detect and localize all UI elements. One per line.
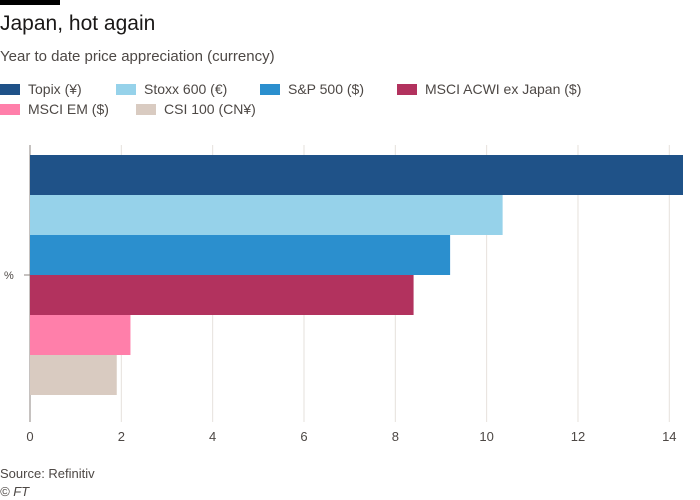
- chart-title: Japan, hot again: [0, 12, 156, 35]
- legend-item-sp-500: S&P 500 ($): [260, 79, 364, 99]
- x-tick-label-10: 10: [479, 429, 493, 444]
- ft-credit: © FT: [0, 484, 30, 499]
- legend-label: CSI 100 (CN¥): [164, 101, 256, 117]
- brand-bar: [0, 0, 60, 5]
- legend-label: Stoxx 600 (€): [144, 81, 228, 97]
- legend-label: MSCI EM ($): [28, 101, 109, 117]
- x-tick-label-2: 2: [118, 429, 125, 444]
- category-label: %: [4, 270, 14, 282]
- bar-stoxx-600: [30, 195, 503, 235]
- bar-msci-em: [30, 315, 131, 355]
- x-tick-label-8: 8: [392, 429, 399, 444]
- legend-item-msci-em: MSCI EM ($): [0, 99, 109, 119]
- x-tick-label-6: 6: [300, 429, 307, 444]
- bar-chart: % 0 2 4 6 8 10 12 14: [4, 145, 683, 444]
- legend-label: Topix (¥): [28, 81, 82, 97]
- x-tick-label-14: 14: [662, 429, 676, 444]
- legend-swatch: [116, 83, 136, 95]
- legend-swatch: [397, 83, 417, 95]
- legend-swatch: [0, 83, 20, 95]
- legend-label: MSCI ACWI ex Japan ($): [425, 81, 582, 97]
- legend-swatch: [0, 103, 20, 115]
- legend-item-msci-acwi-ex-japan: MSCI ACWI ex Japan ($): [397, 79, 581, 99]
- x-tick-label-12: 12: [571, 429, 585, 444]
- source-note: Source: Refinitiv: [0, 466, 95, 481]
- legend-label: S&P 500 ($): [288, 81, 365, 97]
- legend-item-topix: Topix (¥): [0, 79, 82, 99]
- x-tick-label-0: 0: [26, 429, 33, 444]
- x-tick-label-4: 4: [209, 429, 216, 444]
- legend-item-csi-100: CSI 100 (CN¥): [136, 99, 256, 119]
- bar-topix: [30, 155, 683, 195]
- chart-legend: Topix (¥) Stoxx 600 (€) S&P 500 ($) MSCI…: [0, 79, 700, 121]
- bar-msci-acwi-ex-japan: [30, 275, 414, 315]
- bar-csi-100-cn: [30, 355, 117, 395]
- legend-swatch: [136, 103, 156, 115]
- legend-item-stoxx-600: Stoxx 600 (€): [116, 79, 227, 99]
- legend-swatch: [260, 83, 280, 95]
- chart-subtitle: Year to date price appreciation (currenc…: [0, 48, 275, 65]
- bar-s-p-500: [30, 235, 451, 275]
